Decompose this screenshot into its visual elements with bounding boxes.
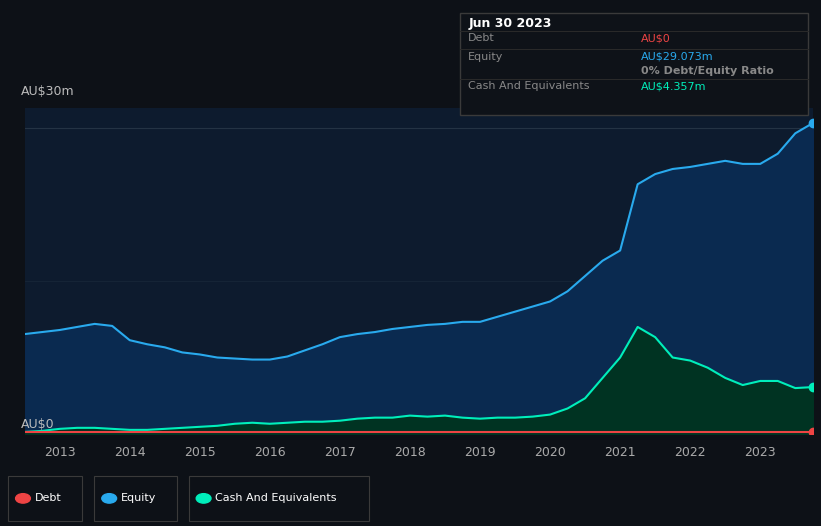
Text: AU$0: AU$0 xyxy=(21,418,54,431)
Text: AU$4.357m: AU$4.357m xyxy=(641,82,706,92)
Text: AU$29.073m: AU$29.073m xyxy=(641,52,713,62)
Text: Equity: Equity xyxy=(121,493,156,503)
Text: Jun 30 2023: Jun 30 2023 xyxy=(468,17,552,30)
Text: AU$0: AU$0 xyxy=(641,33,671,43)
Text: 0% Debt/Equity Ratio: 0% Debt/Equity Ratio xyxy=(641,66,773,76)
Text: Cash And Equivalents: Cash And Equivalents xyxy=(468,82,589,92)
Text: Debt: Debt xyxy=(468,33,495,43)
Text: Cash And Equivalents: Cash And Equivalents xyxy=(215,493,337,503)
Text: AU$30m: AU$30m xyxy=(21,85,75,98)
Text: Debt: Debt xyxy=(34,493,62,503)
Text: Equity: Equity xyxy=(468,52,503,62)
